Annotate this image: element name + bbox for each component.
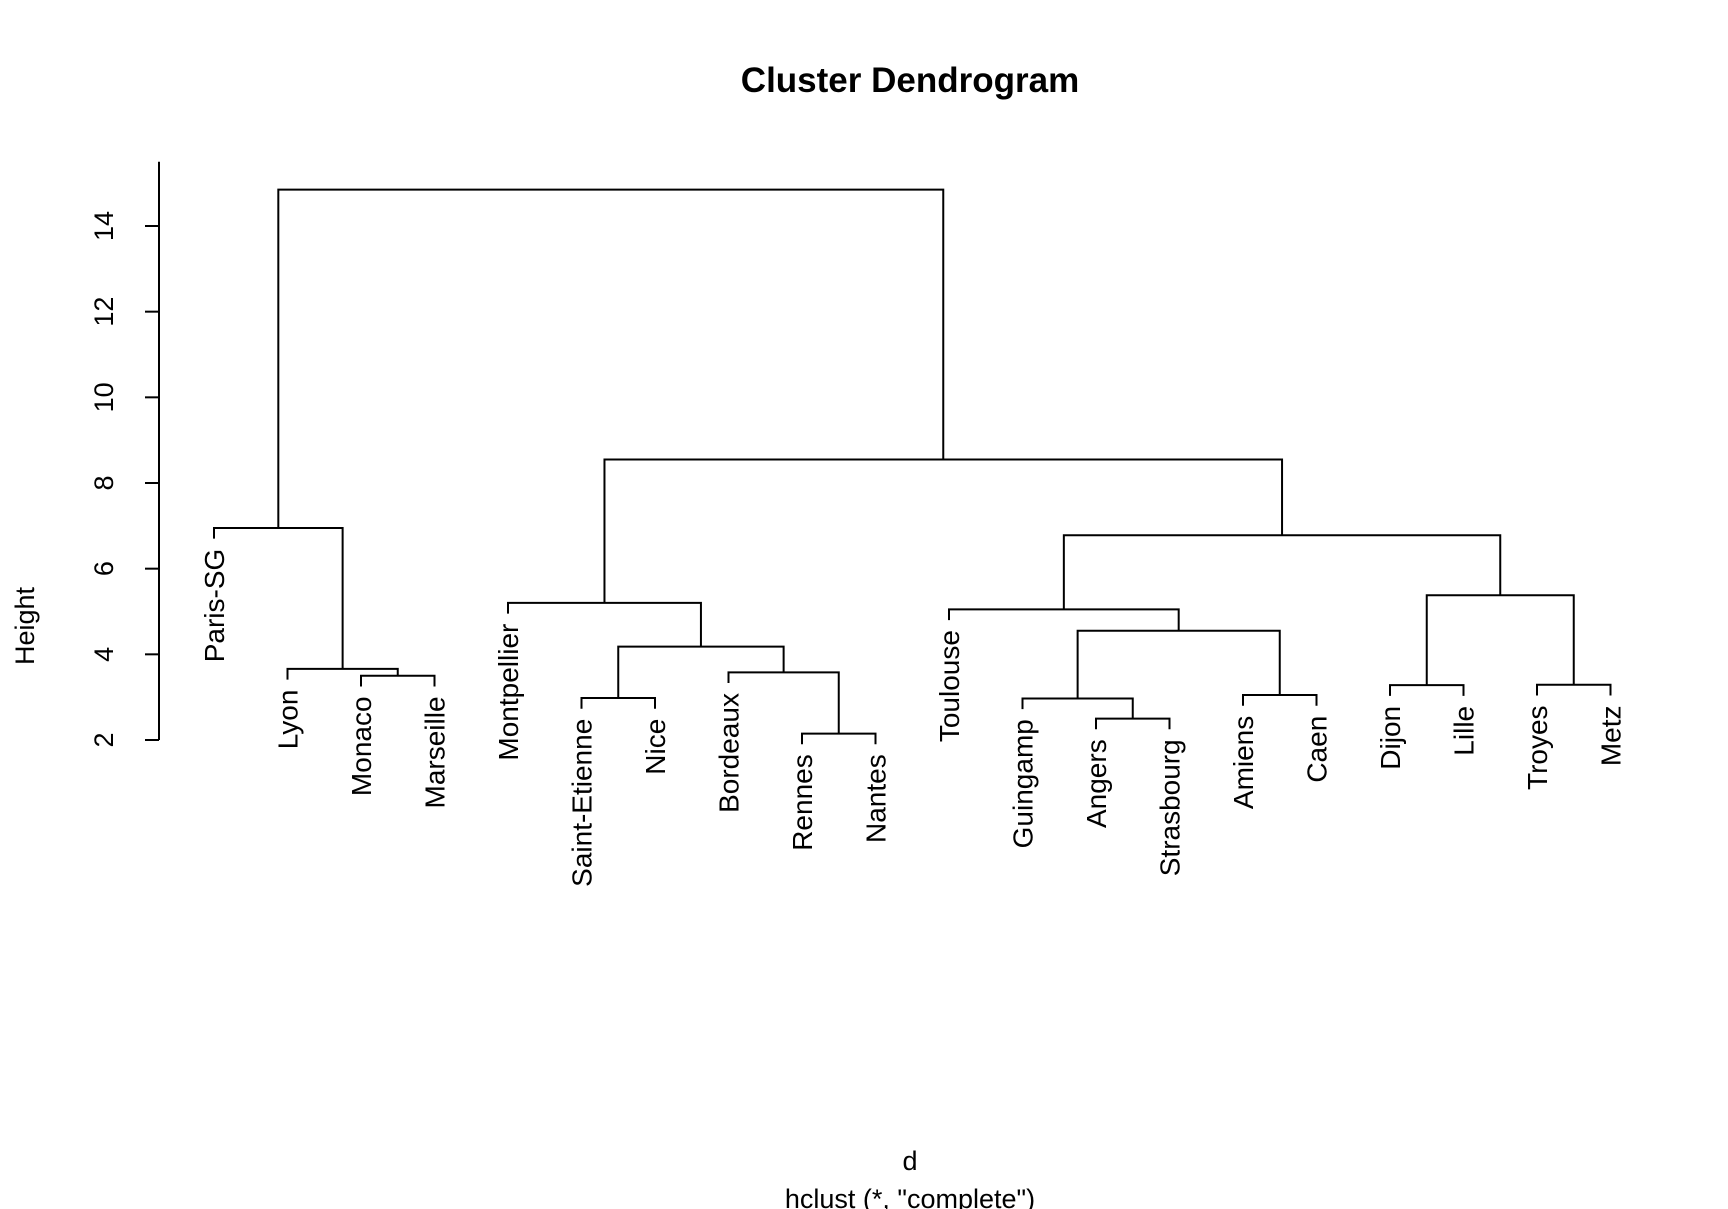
dendrogram-merge-branch bbox=[507, 601, 702, 647]
leaf-label: Bordeaux bbox=[714, 693, 745, 813]
leaf-label: Saint-Etienne bbox=[567, 719, 598, 887]
leaf-label: Caen bbox=[1302, 716, 1333, 783]
leaf-label: Toulouse bbox=[934, 630, 965, 742]
y-tick-label: 4 bbox=[89, 647, 119, 662]
y-axis: 2 4 6 8 10 12 14 bbox=[89, 161, 160, 748]
y-tick-label: 10 bbox=[89, 382, 119, 412]
dendrogram-merge-branch bbox=[1425, 594, 1575, 686]
dendrogram-merge-branch bbox=[580, 697, 656, 709]
leaf-label: Nice bbox=[640, 719, 671, 775]
leaf-label: Rennes bbox=[787, 754, 818, 851]
dendrogram-branches bbox=[213, 188, 1612, 745]
dendrogram-merge-branch bbox=[727, 671, 840, 734]
leaf-label: Lille bbox=[1449, 706, 1480, 756]
y-tick-label: 14 bbox=[89, 211, 119, 241]
y-tick-label: 6 bbox=[89, 561, 119, 576]
leaf-label: Metz bbox=[1596, 705, 1627, 766]
method-subtitle: hclust (*, "complete") bbox=[785, 1184, 1035, 1209]
dendrogram-merge-branch bbox=[1242, 694, 1318, 706]
leaf-label: Strasbourg bbox=[1155, 739, 1186, 876]
leaf-label: Paris-SG bbox=[199, 549, 230, 663]
dendrogram-merge-branch bbox=[213, 526, 344, 669]
leaf-label: Montpellier bbox=[493, 624, 524, 761]
leaf-label: Monaco bbox=[346, 696, 377, 796]
dendrogram-merge-branch bbox=[277, 188, 945, 528]
dendrogram-merge-branch bbox=[1095, 717, 1171, 730]
y-tick-label: 8 bbox=[89, 475, 119, 490]
dendrogram-merge-branch bbox=[603, 458, 1284, 603]
y-tick-label: 2 bbox=[89, 732, 119, 747]
leaf-label: Troyes bbox=[1522, 705, 1553, 790]
y-tick-label: 12 bbox=[89, 297, 119, 327]
dendrogram-merge-branch bbox=[286, 667, 399, 680]
dendrogram-merge-branch bbox=[360, 674, 436, 687]
dendrogram-merge-branch bbox=[1021, 697, 1134, 719]
chart-title: Cluster Dendrogram bbox=[741, 61, 1079, 100]
leaf-label: Amiens bbox=[1228, 716, 1259, 809]
dendrogram-merge-branch bbox=[1389, 684, 1465, 696]
dendrogram-merge-branch bbox=[1076, 629, 1281, 699]
dendrogram-merge-branch bbox=[948, 608, 1180, 631]
leaf-label: Dijon bbox=[1375, 706, 1406, 770]
leaf-label: Angers bbox=[1081, 739, 1112, 828]
dendrogram-merge-branch bbox=[1536, 683, 1612, 696]
y-axis-label: Height bbox=[10, 586, 40, 665]
x-axis-label: d bbox=[902, 1146, 917, 1176]
leaf-label: Marseille bbox=[420, 696, 451, 808]
leaf-label: Guingamp bbox=[1008, 719, 1039, 848]
leaf-labels: Paris-SG Lyon Monaco Marseille Montpellier Sa… bbox=[199, 549, 1627, 887]
dendrogram-merge-branch bbox=[801, 732, 877, 745]
leaf-label: Lyon bbox=[273, 690, 304, 750]
dendrogram-merge-branch bbox=[1062, 534, 1502, 610]
leaf-label: Nantes bbox=[861, 754, 892, 843]
